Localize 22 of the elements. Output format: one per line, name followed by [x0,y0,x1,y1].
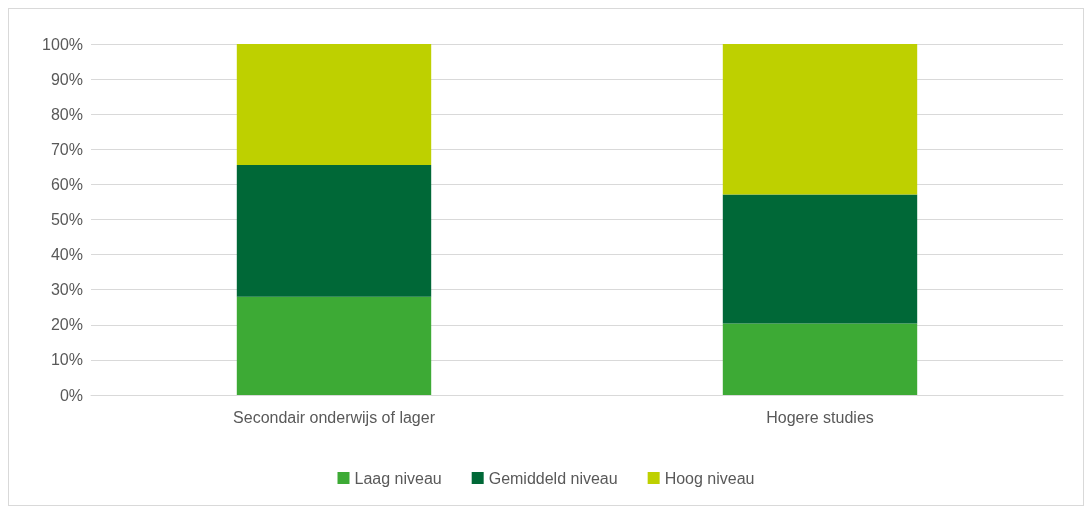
y-tick-label: 100% [42,35,83,53]
y-tick-label: 90% [50,70,83,88]
legend-label: Laag niveau [354,469,442,487]
bar [236,44,432,166]
y-tick-label: 10% [50,351,83,369]
x-tick-label: Secondair onderwijs of lager [233,408,436,426]
bar [722,194,918,324]
y-tick-label: 60% [50,175,83,193]
y-tick-label: 20% [50,316,83,334]
bar [722,323,918,395]
y-tick-label: 30% [50,281,83,299]
y-tick-label: 40% [50,246,83,264]
bar [722,44,918,195]
bar [236,165,432,297]
y-tick-label: 50% [50,211,83,228]
y-tick-label: 80% [50,105,83,123]
x-tick-label: Hogere studies [766,408,874,426]
legend-label: Gemiddeld niveau [488,469,618,487]
y-tick-label: 0% [59,386,83,404]
y-tick-label: 70% [50,140,83,158]
bar [236,296,432,395]
legend-label: Hoog niveau [664,469,755,487]
